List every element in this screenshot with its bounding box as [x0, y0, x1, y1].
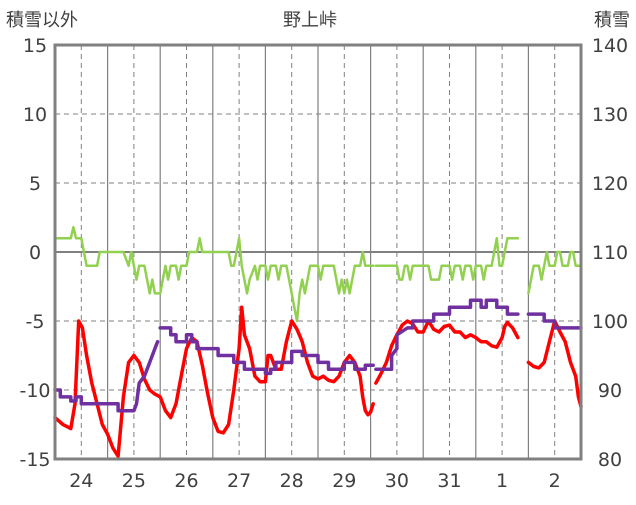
left-tick-label: 0 [29, 242, 41, 264]
x-tick-label: 26 [174, 470, 198, 492]
plot-frame [53, 43, 583, 461]
series-line-2 [374, 298, 520, 372]
x-tick-label: 28 [280, 470, 304, 492]
right-tick-label: 100 [592, 311, 628, 333]
x-tick-label: 2 [549, 470, 561, 492]
x-tick-label: 30 [385, 470, 409, 492]
series-line-3 [527, 250, 583, 295]
left-axis-label: 積雪以外 [6, 10, 78, 31]
right-axis-label: 積雪 [594, 10, 630, 31]
series-line-2 [526, 312, 583, 330]
series-line-2 [53, 339, 160, 413]
right-tick-label: 80 [598, 449, 622, 471]
chart-title: 野上峠 [283, 10, 337, 31]
right-tick-label: 140 [592, 35, 628, 57]
series-line-1 [374, 319, 520, 385]
x-tick-label: 1 [496, 470, 508, 492]
series-line-1 [53, 305, 375, 458]
right-tick-label: 120 [592, 173, 628, 195]
series-line-3 [374, 236, 520, 281]
right-tick-label: 110 [592, 242, 628, 264]
x-tick-label: 24 [69, 470, 93, 492]
right-tick-label: 130 [592, 104, 628, 126]
series-line-3 [53, 225, 375, 323]
x-tick-label: 31 [437, 470, 461, 492]
x-tick-label: 25 [122, 470, 146, 492]
left-tick-label: 15 [23, 35, 47, 57]
right-tick-label: 90 [598, 380, 622, 402]
series-line-2 [158, 326, 375, 376]
left-tick-label: -10 [19, 380, 50, 402]
x-tick-label: 29 [332, 470, 356, 492]
left-tick-label: 5 [29, 173, 41, 195]
x-tick-label: 27 [227, 470, 251, 492]
left-tick-label: 10 [23, 104, 47, 126]
series-layer [53, 225, 583, 458]
left-tick-label: -15 [19, 449, 50, 471]
left-tick-label: -5 [26, 311, 45, 333]
